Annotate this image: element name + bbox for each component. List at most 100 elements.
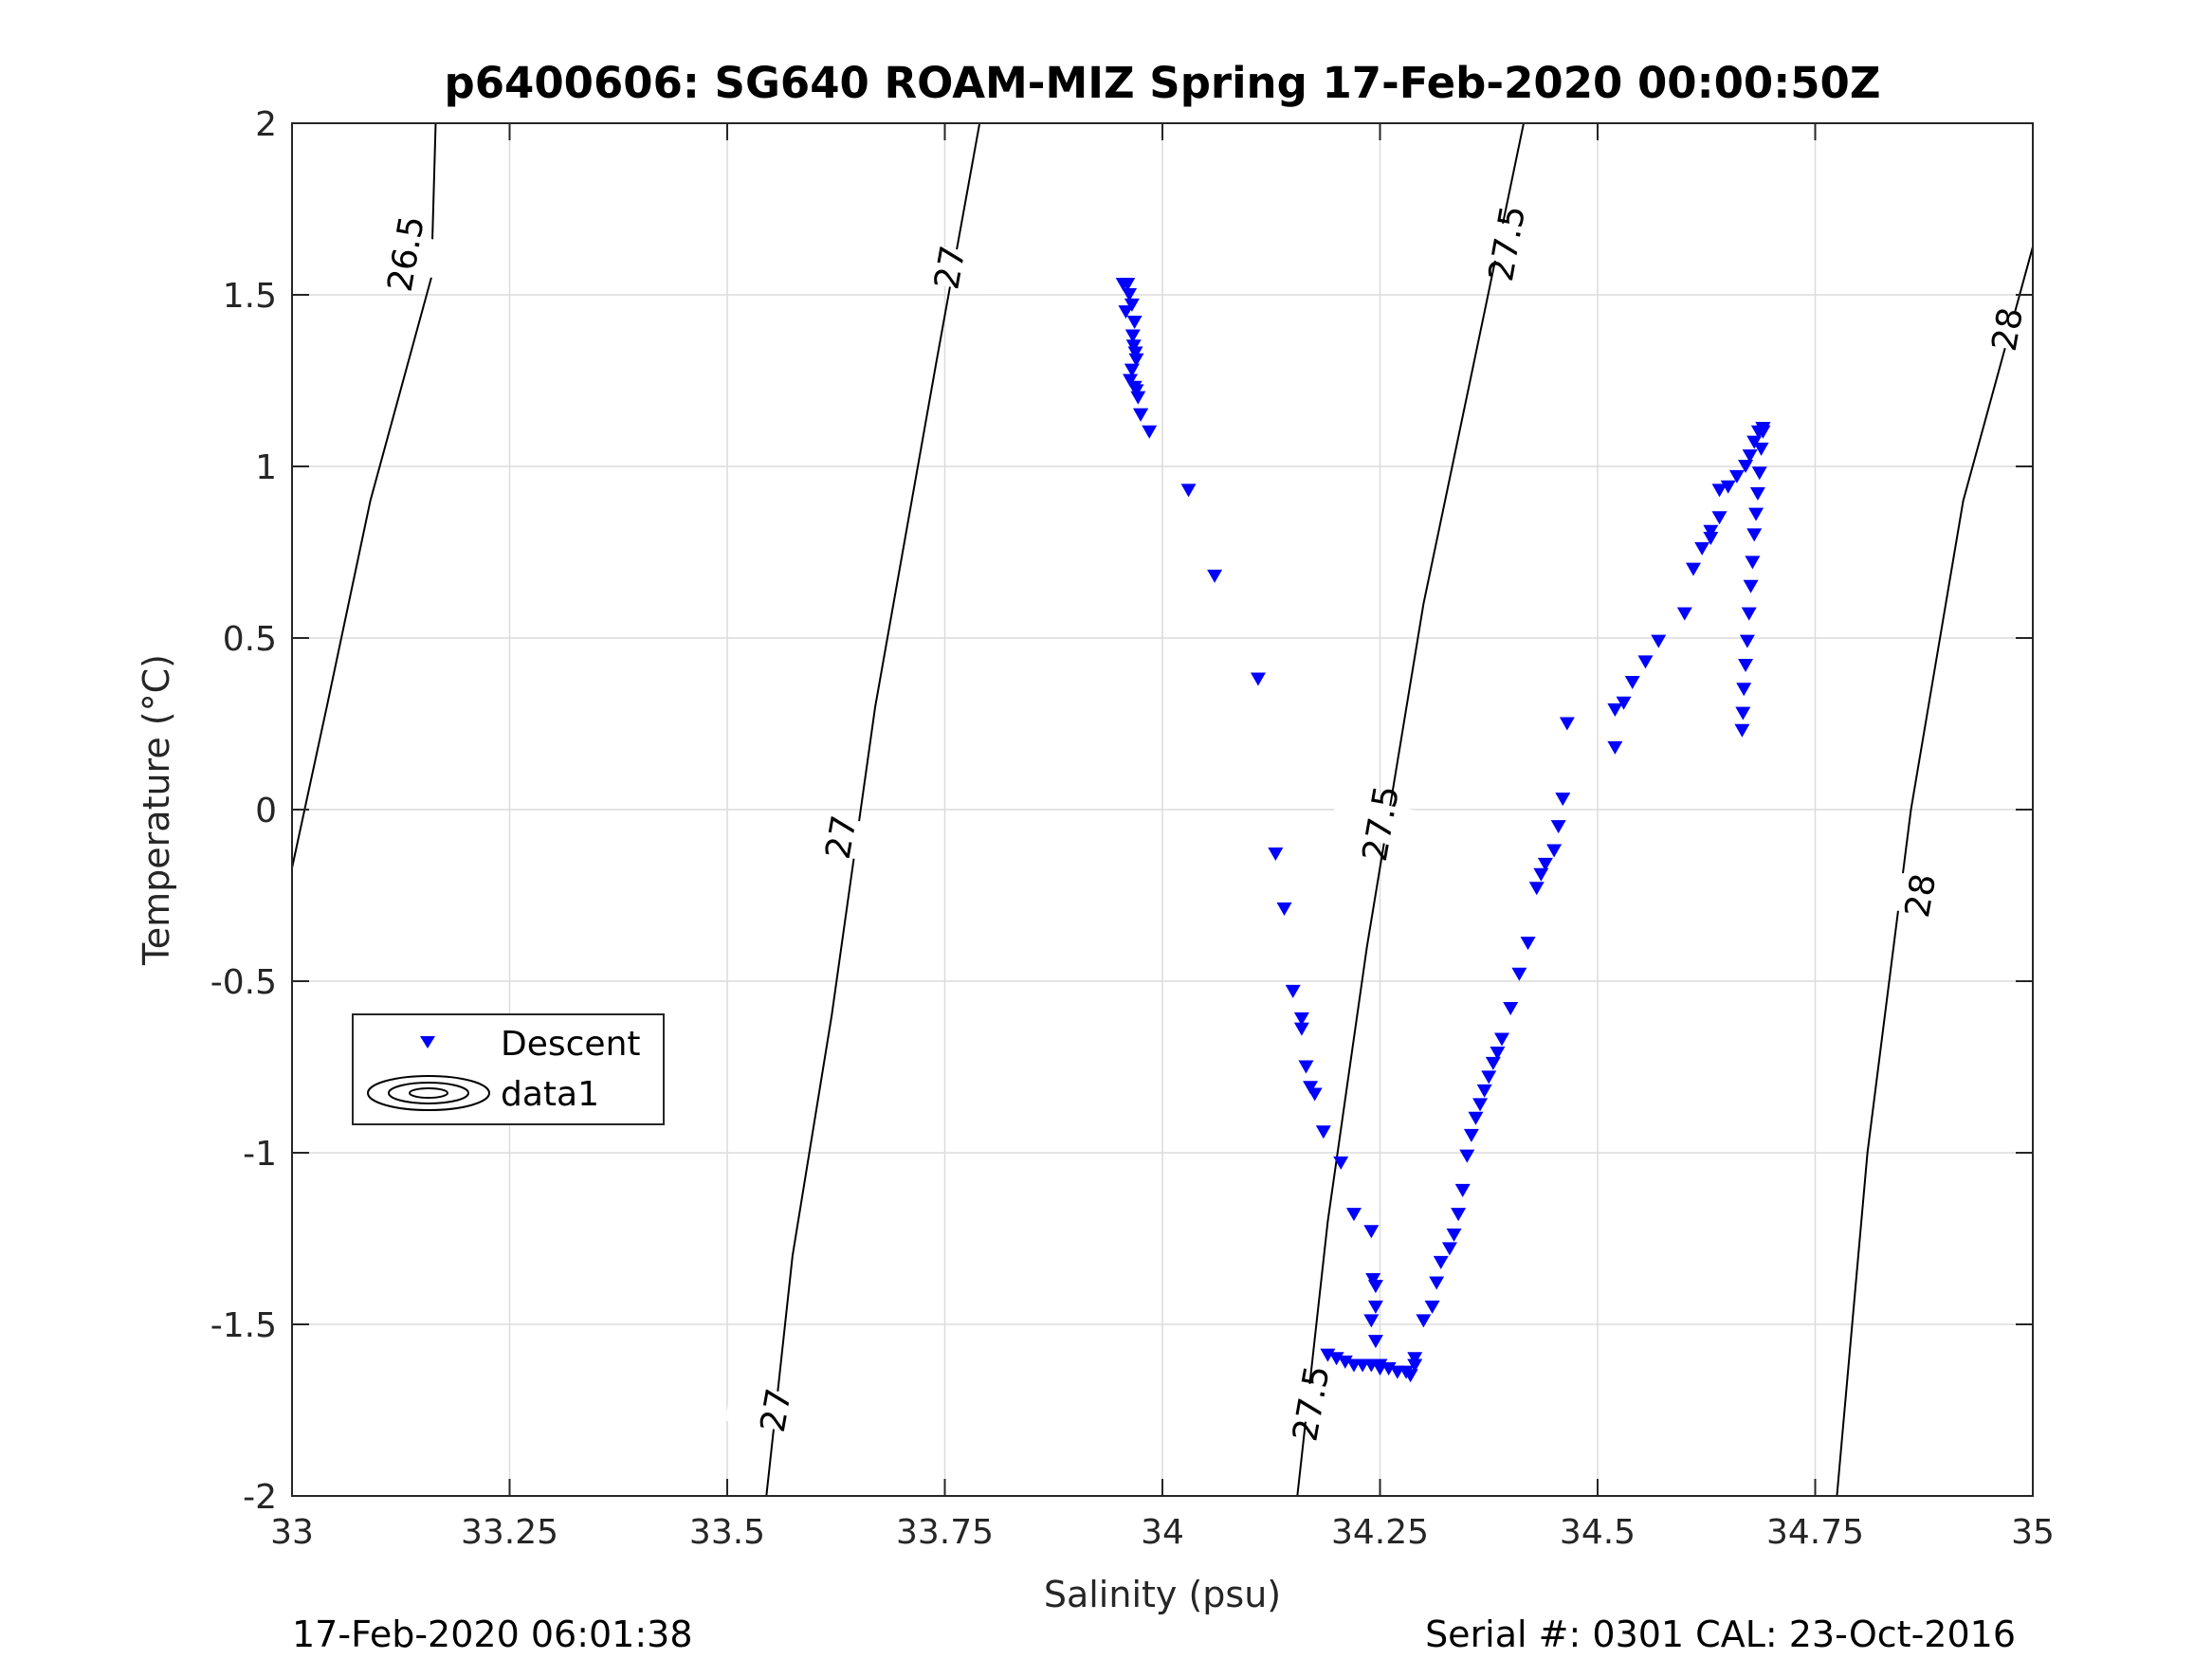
descent-point: [1320, 1348, 1336, 1362]
descent-point: [1293, 1022, 1309, 1036]
descent-point: [1546, 844, 1563, 858]
descent-point: [1123, 374, 1139, 388]
descent-point: [1616, 696, 1632, 710]
descent-point: [1454, 1183, 1471, 1197]
legend-box: [352, 1013, 665, 1125]
contour-line-26.5: [292, 123, 437, 868]
axis-ticks: 33 33.25 33.5 33.75 34 34.25 34.5 34.75 35 -2 -1.5…: [210, 105, 2055, 1552]
descent-point: [1676, 607, 1692, 621]
descent-point: [1124, 363, 1140, 377]
descent-point: [1711, 511, 1728, 525]
y-tick-label: 1: [255, 448, 277, 487]
footer-timestamp: 17-Feb-2020 06:01:38: [292, 1613, 693, 1655]
descent-point: [1743, 579, 1759, 593]
contour-label-bg: [1329, 796, 1431, 850]
contour-line-27.5: [1296, 123, 1525, 1496]
contour-label-bg: [1956, 301, 2057, 356]
x-tick-label: 34: [1141, 1513, 1184, 1552]
descent-point: [1738, 658, 1754, 672]
descent-point: [1720, 480, 1736, 494]
descent-point: [1739, 634, 1755, 648]
contour-label-bg: [1869, 868, 1970, 922]
contour-line-28: [1836, 246, 2033, 1496]
contour-label: 27: [927, 243, 973, 292]
descent-point: [1494, 1032, 1510, 1047]
descent-point: [1485, 1056, 1501, 1070]
descent-point: [1520, 937, 1536, 951]
descent-point: [1753, 442, 1769, 456]
descent-point: [1118, 305, 1134, 319]
x-tick-label: 33.75: [896, 1513, 994, 1552]
legend-marker-descent: [420, 1036, 435, 1048]
descent-point: [1711, 483, 1728, 498]
descent-point: [1276, 902, 1292, 916]
descent-point: [1607, 740, 1623, 755]
legend-label-descent: Descent: [501, 1025, 641, 1064]
descent-point: [1741, 607, 1757, 621]
descent-point: [1298, 1060, 1314, 1074]
contour-label-bg: [355, 227, 456, 281]
descent-point: [1749, 486, 1765, 501]
descent-point: [1303, 1081, 1319, 1095]
descent-point: [1472, 1098, 1489, 1112]
descent-point: [1380, 1362, 1397, 1376]
descent-point: [1367, 1300, 1383, 1314]
descent-point: [1607, 703, 1623, 718]
contour-label-bg: [899, 240, 999, 295]
descent-point: [1407, 1358, 1423, 1373]
y-tick-label: -1: [243, 1135, 277, 1174]
contour-label: 27: [819, 812, 865, 862]
descent-point: [1407, 1352, 1423, 1366]
descent-point: [1424, 1300, 1440, 1314]
descent-point: [1416, 1314, 1432, 1328]
descent-point: [1751, 466, 1767, 481]
descent-point: [1120, 278, 1136, 292]
descent-point: [1315, 1125, 1331, 1139]
descent-point: [1365, 1272, 1381, 1286]
descent-point: [1703, 532, 1719, 546]
x-tick-label: 33.5: [689, 1513, 765, 1552]
descent-point: [1555, 793, 1571, 807]
descent-point: [1537, 857, 1553, 871]
descent-point: [1128, 384, 1144, 398]
contour-label-bg: [790, 810, 891, 865]
descent-point: [1735, 706, 1751, 720]
descent-point: [1745, 556, 1761, 570]
y-tick-label: 0.5: [223, 620, 277, 659]
descent-point: [1363, 1358, 1380, 1373]
y-tick-label: 0: [255, 792, 277, 830]
legend: Descent data1: [352, 1013, 665, 1125]
descent-point: [1503, 1001, 1519, 1015]
descent-point: [1433, 1255, 1449, 1269]
descent-point: [1738, 460, 1754, 473]
descent-point: [1748, 507, 1764, 521]
x-tick-label: 34.5: [1560, 1513, 1636, 1552]
y-tick-label: -2: [243, 1478, 277, 1517]
descent-point: [1307, 1087, 1323, 1102]
descent-point: [1624, 676, 1640, 690]
descent-point: [1550, 820, 1566, 834]
descent-point: [1429, 1276, 1445, 1290]
contour-label-bg: [1260, 1376, 1361, 1431]
descent-points: [1115, 278, 1771, 1383]
descent-point: [1511, 967, 1527, 981]
descent-point: [1268, 848, 1284, 862]
descent-point: [1476, 1084, 1492, 1098]
descent-point: [1446, 1228, 1462, 1242]
descent-point: [1559, 717, 1575, 731]
legend-label-data1: data1: [501, 1075, 599, 1114]
descent-point: [1728, 469, 1745, 483]
descent-point: [1127, 346, 1143, 360]
x-tick-label: 33: [270, 1513, 314, 1552]
contour-label: 28: [1985, 304, 2031, 354]
descent-point: [1402, 1369, 1418, 1383]
descent-point: [1468, 1111, 1484, 1125]
descent-point: [1685, 562, 1701, 576]
descent-point: [1126, 315, 1143, 329]
y-tick-label: -0.5: [210, 963, 277, 1002]
descent-point: [1367, 1280, 1383, 1294]
x-tick-label: 34.75: [1766, 1513, 1864, 1552]
contour-label-bg: [1455, 216, 1557, 271]
descent-point: [1337, 1355, 1353, 1369]
chart-title: p6400606: SG640 ROAM-MIZ Spring 17-Feb-2…: [445, 58, 1881, 108]
